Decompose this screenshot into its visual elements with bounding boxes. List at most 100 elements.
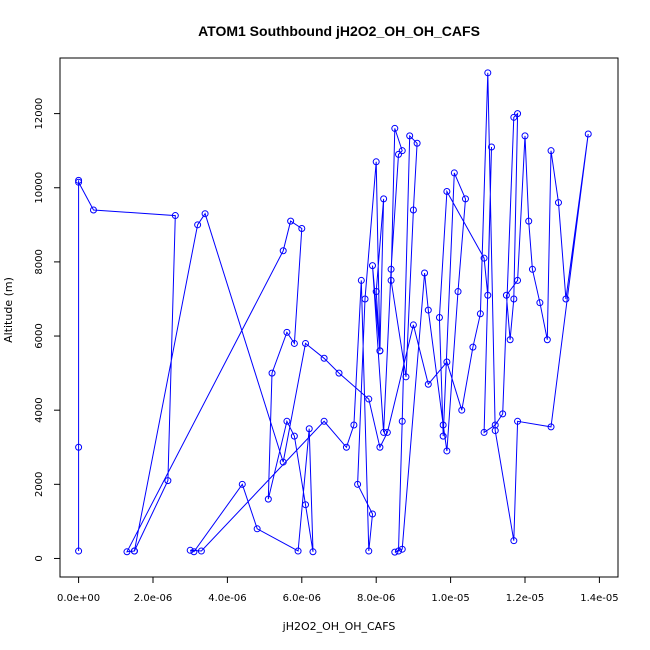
data-point	[499, 410, 507, 418]
data-point	[361, 295, 369, 303]
chart-title: ATOM1 Southbound jH2O2_OH_OH_CAFS	[198, 23, 480, 39]
data-point	[197, 547, 205, 555]
data-point	[469, 343, 477, 351]
y-tick-label: 8000	[34, 249, 45, 274]
data-point	[190, 548, 198, 556]
data-point	[186, 546, 194, 554]
data-point	[398, 417, 406, 425]
data-point	[75, 176, 83, 184]
data-point	[350, 421, 358, 429]
data-point	[75, 443, 83, 451]
data-point	[294, 547, 302, 555]
y-tick-label: 6000	[34, 323, 45, 348]
y-axis-label: Altitude (m)	[2, 277, 15, 343]
data-point	[264, 495, 272, 503]
data-point	[75, 178, 83, 186]
data-point	[562, 295, 570, 303]
data-point	[238, 480, 246, 488]
data-point	[435, 314, 443, 321]
data-point	[454, 288, 462, 296]
data-point	[488, 143, 496, 151]
data-point	[309, 548, 317, 556]
data-point	[253, 525, 261, 533]
data-point	[357, 276, 365, 284]
data-point	[409, 206, 417, 214]
data-layer	[75, 69, 592, 556]
data-point	[461, 195, 469, 203]
data-point	[514, 417, 522, 425]
data-point	[421, 269, 429, 277]
data-point	[395, 547, 403, 555]
x-tick-label: 0.0e+00	[57, 593, 100, 604]
data-point	[458, 406, 466, 414]
data-point	[383, 428, 391, 436]
data-point	[491, 427, 499, 435]
data-point	[514, 276, 522, 284]
data-point	[484, 291, 492, 299]
data-point	[510, 537, 518, 545]
data-point	[302, 501, 310, 509]
data-point	[409, 321, 417, 329]
data-point	[413, 139, 421, 147]
data-point	[439, 421, 447, 429]
y-tick-label: 2000	[34, 472, 45, 497]
data-point	[335, 369, 343, 377]
data-point	[424, 306, 432, 314]
data-point	[543, 336, 551, 344]
data-point	[547, 423, 555, 431]
data-point	[502, 291, 510, 299]
data-point	[123, 548, 131, 556]
data-point	[480, 428, 488, 436]
data-point	[391, 548, 399, 556]
y-tick-label: 10000	[34, 172, 45, 204]
data-point	[391, 124, 399, 132]
series-line	[78, 72, 589, 553]
data-point	[525, 217, 533, 225]
data-point	[320, 417, 328, 425]
y-tick-label: 4000	[34, 397, 45, 422]
y-tick-label: 12000	[34, 98, 45, 130]
data-point	[302, 339, 310, 347]
data-point	[521, 132, 529, 140]
data-point	[75, 547, 83, 555]
data-point	[484, 69, 492, 77]
y-tick-label: 0	[34, 555, 45, 561]
x-tick-label: 6.0e-06	[283, 593, 321, 604]
x-axis: 0.0e+00 2.0e-06 4.0e-06 6.0e-06 8.0e-06 1.0e-…	[57, 576, 619, 604]
x-axis-label: jH2O2_OH_OH_CAFS	[282, 620, 396, 633]
data-point	[164, 477, 172, 485]
data-point	[387, 265, 395, 273]
data-point	[354, 480, 362, 488]
data-point	[290, 432, 298, 440]
data-point	[443, 358, 451, 366]
data-point	[387, 276, 395, 284]
data-point	[584, 130, 592, 138]
x-tick-label: 1.2e-05	[506, 593, 544, 604]
data-point	[395, 150, 403, 158]
data-point	[380, 428, 388, 436]
data-point	[305, 425, 313, 433]
data-point	[402, 373, 410, 381]
data-point	[194, 221, 202, 229]
data-point	[372, 288, 380, 296]
data-point	[283, 417, 291, 425]
data-point	[554, 199, 562, 207]
x-tick-label: 1.4e-05	[580, 593, 618, 604]
x-tick-label: 4.0e-06	[208, 593, 246, 604]
data-point	[547, 147, 555, 155]
data-point	[365, 547, 373, 555]
data-point	[342, 443, 350, 451]
data-point	[480, 254, 488, 262]
data-point	[443, 187, 451, 195]
data-point	[290, 339, 298, 347]
data-point	[368, 510, 376, 518]
data-point	[536, 299, 544, 307]
y-axis: 0 2000 4000 6000 8000 10000 12000	[34, 98, 61, 562]
data-point	[283, 328, 291, 336]
data-point	[130, 547, 138, 555]
data-point	[365, 395, 373, 403]
data-point	[279, 458, 287, 466]
data-point	[368, 262, 376, 270]
data-point	[171, 212, 179, 220]
